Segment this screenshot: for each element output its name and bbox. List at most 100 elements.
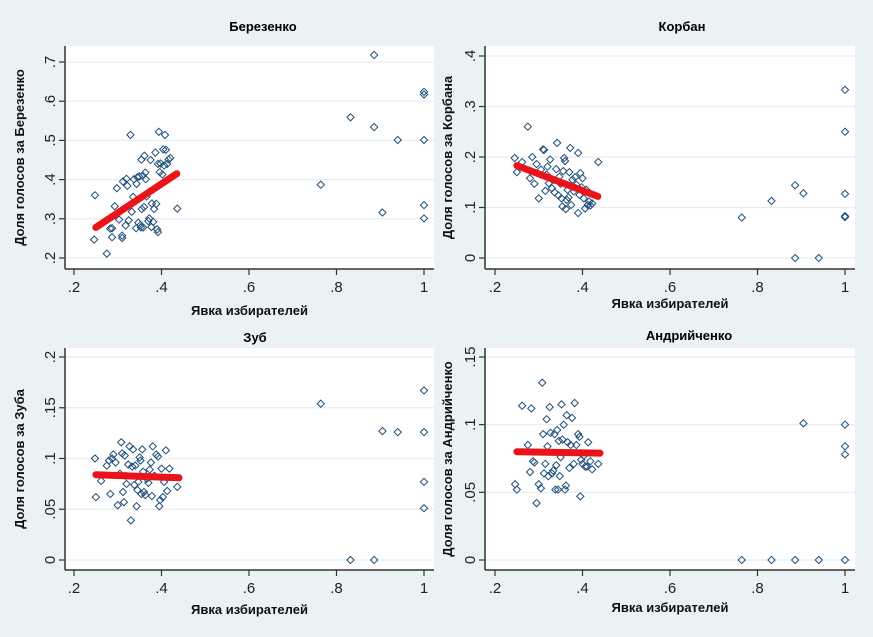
x-tick-label: .8 [751,279,764,296]
data-point [148,217,158,227]
data-point [534,479,544,489]
y-tick-label: .5 [42,134,59,147]
data-point [369,122,379,132]
panel-3: 0 .05 .1 .15 .2 .2 .4 .6 .8 1 Зуб Явка избирателей Д… [0,320,437,637]
data-point [523,122,533,132]
data-point [559,420,568,429]
data-point [146,458,156,467]
y-tick-label: .15 [462,347,479,368]
y-tick-label: .7 [42,56,59,69]
data-point [593,459,603,469]
data-point [419,386,429,395]
data-point [527,404,536,413]
y-tick-label: .05 [462,482,479,503]
data-point [155,495,165,505]
data-point [419,90,429,99]
data-point [134,477,143,487]
data-point [550,188,559,197]
data-point [346,555,355,565]
data-point [525,173,535,183]
scatter-chart: 0 .05 .1 .15 .2 .2 .4 .6 .8 1 Зуб Явка избирателей Д… [12,330,434,617]
data-point [559,153,569,163]
data-point [126,516,136,525]
data-point [575,432,584,442]
panel-2: 0 .1 .2 .3 .4 .2 .4 .6 .8 1 Корбан Явка избирателей… [437,0,873,325]
data-point [840,555,850,565]
data-point [552,425,562,435]
data-point [539,145,549,155]
data-point [346,112,355,122]
x-axis-label: Явка избирателей [191,602,308,617]
data-point [538,429,548,439]
data-point [537,378,547,388]
data-point [840,212,850,222]
chart-title: Зуб [243,330,266,345]
data-point [369,555,379,565]
data-point [570,398,579,408]
data-point [565,463,574,473]
data-point [419,87,429,97]
y-tick-label: .3 [462,100,479,113]
data-point [566,200,576,210]
data-point [316,180,326,190]
data-point [790,180,800,190]
data-point [545,402,554,412]
data-point [393,135,403,145]
data-point [154,127,164,137]
data-point [573,208,583,218]
data-point [572,440,581,450]
data-point [419,477,429,487]
data-point [840,127,850,137]
data-point [107,232,117,242]
x-tick-label: .8 [751,580,764,597]
data-point [517,401,527,411]
data-point [840,420,850,429]
plot-area [485,348,855,570]
x-tick-label: 1 [841,279,849,296]
data-point [525,467,535,477]
data-point [737,213,747,222]
data-point [586,456,595,466]
data-point [147,222,156,232]
data-point [569,459,579,469]
data-point [565,143,575,153]
data-point [840,85,850,95]
data-point [102,249,112,258]
data-point [576,492,585,501]
y-tick-label: 0 [42,556,59,564]
x-tick-label: .6 [243,279,256,296]
panel-4: 0 .05 .1 .15 .2 .4 .6 .8 1 Андрийченко Явка избира… [437,320,873,637]
data-point [121,221,130,230]
y-tick-label: 0 [462,556,479,564]
data-point [155,501,164,511]
data-point [554,436,564,446]
data-point [419,200,429,210]
data-point [139,202,149,212]
data-point [120,451,130,460]
data-point [146,155,155,165]
data-point [548,466,558,475]
data-point [132,501,141,511]
data-point [137,204,147,214]
x-tick-label: .4 [155,279,168,296]
data-point [161,446,171,455]
data-point [91,492,101,502]
data-point [555,471,565,481]
data-point [172,482,182,492]
data-point [790,253,800,263]
data-point [551,485,560,494]
data-point [135,453,144,462]
y-tick-label: .15 [42,397,59,418]
data-point [573,148,583,158]
x-tick-label: .4 [576,580,589,597]
data-point [578,173,587,183]
x-tick-label: .2 [68,279,81,296]
data-point [510,153,519,163]
data-point [109,450,118,459]
y-axis-label: Доля голосов за Березенко [12,69,27,246]
data-point [136,223,146,232]
data-point [570,172,580,182]
data-point [583,437,593,447]
data-point [151,199,161,209]
data-point [127,462,137,471]
